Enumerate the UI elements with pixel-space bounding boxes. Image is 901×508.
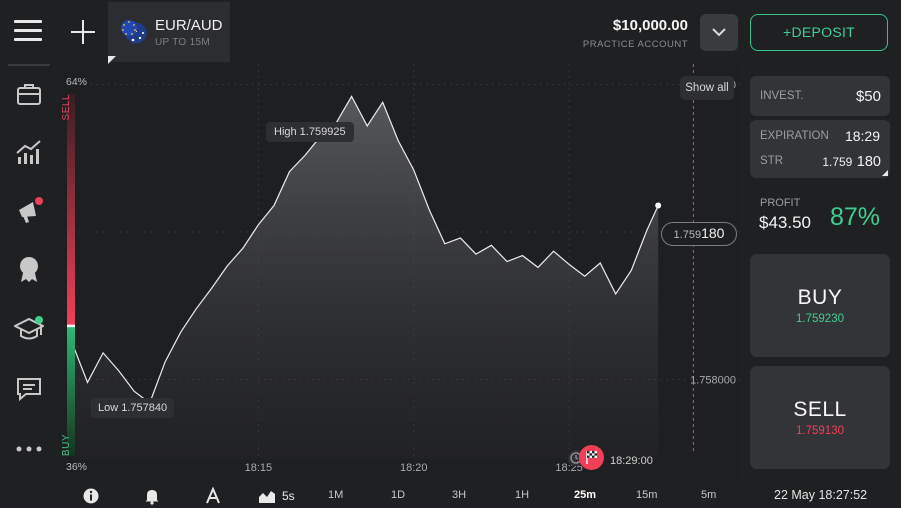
sidebar-divider bbox=[8, 64, 50, 66]
price-chart[interactable]: 1.7600001.7590001.75800018:1518:2018:25 … bbox=[58, 64, 740, 484]
top-bar: EUR/AUD UP TO 15M $10,000.00 PRACTICE AC… bbox=[0, 0, 901, 64]
strike-value: 1.759 180 bbox=[822, 153, 881, 171]
high-price-label: High 1.759925 bbox=[266, 122, 354, 142]
area-chart-type-icon[interactable] bbox=[258, 487, 276, 505]
profit-percent: 87% bbox=[830, 203, 881, 231]
show-all-button[interactable]: Show all bbox=[680, 76, 734, 100]
buy-button[interactable]: BUY 1.759230 bbox=[750, 254, 890, 357]
sentiment-buy-label: BUY bbox=[61, 434, 72, 457]
buy-label: BUY bbox=[797, 286, 843, 309]
expiration-value: 18:29 bbox=[844, 128, 880, 144]
current-price-dot bbox=[655, 202, 662, 209]
current-price-marker: 1.759180 bbox=[661, 222, 737, 246]
low-price-label: Low 1.757840 bbox=[91, 398, 175, 418]
eur-aud-flag-icon bbox=[121, 20, 147, 45]
sentiment-sell-bar bbox=[67, 94, 75, 326]
briefcase-icon[interactable] bbox=[14, 80, 44, 110]
x-tick-label: 18:15 bbox=[245, 462, 273, 474]
sentiment-buy-bar bbox=[67, 325, 75, 456]
profit-label: PROFIT bbox=[760, 197, 801, 209]
asset-payout-window: UP TO 15M bbox=[155, 37, 210, 48]
invest-label: INVEST. bbox=[760, 90, 804, 102]
sentiment-sell-label: SELL bbox=[61, 94, 72, 121]
notification-badge bbox=[35, 197, 43, 205]
chart-trend-icon[interactable] bbox=[14, 138, 44, 168]
chevron-down-icon bbox=[712, 28, 726, 37]
timeframe-25m[interactable]: 25m bbox=[574, 489, 597, 501]
strike-label: STR bbox=[760, 155, 783, 167]
expiration-label: EXPIRATION bbox=[760, 130, 829, 142]
add-asset-icon[interactable] bbox=[68, 17, 98, 47]
expiration-field[interactable]: EXPIRATION 18:29 STR 1.759 180 bbox=[750, 120, 890, 178]
info-icon[interactable] bbox=[82, 487, 100, 505]
trade-panel: INVEST. $50 EXPIRATION 18:29 STR 1.759 1… bbox=[740, 64, 901, 484]
bottom-toolbar: 5s 1M 1D 3H 1H 25m 15m 5m 22 May 18:27:5… bbox=[0, 484, 901, 508]
update-badge bbox=[35, 316, 43, 324]
current-price-prefix: 1.759 bbox=[673, 229, 702, 241]
price-line bbox=[71, 95, 659, 404]
buy-price: 1.759230 bbox=[796, 313, 844, 325]
strike-prefix: 1.759 bbox=[822, 155, 853, 169]
expand-corner-icon bbox=[882, 170, 888, 176]
timeframe-1d[interactable]: 1D bbox=[391, 489, 406, 501]
timeframe-1m[interactable]: 1M bbox=[328, 489, 344, 501]
sell-button[interactable]: SELL 1.759130 bbox=[750, 366, 890, 469]
tab-corner-indicator bbox=[108, 56, 116, 64]
medal-icon[interactable] bbox=[14, 254, 44, 284]
asset-tab[interactable]: EUR/AUD UP TO 15M bbox=[108, 2, 230, 62]
timeframe-1h[interactable]: 1H bbox=[515, 489, 530, 501]
timeframe-5m[interactable]: 5m bbox=[701, 489, 717, 501]
expiration-marker-time: 18:29:00 bbox=[610, 455, 653, 467]
profit-value: $43.50 bbox=[759, 213, 811, 232]
sell-price: 1.759130 bbox=[796, 425, 844, 437]
left-sidebar bbox=[0, 64, 58, 484]
current-price-suffix: 180 bbox=[701, 225, 725, 241]
hamburger-menu-icon[interactable] bbox=[14, 20, 42, 44]
invest-value: $50 bbox=[855, 88, 881, 105]
more-icon[interactable] bbox=[14, 434, 44, 464]
y-tick-label: 1.758000 bbox=[690, 374, 736, 386]
megaphone-icon[interactable] bbox=[14, 196, 44, 226]
finish-flag-icon[interactable] bbox=[579, 445, 604, 470]
server-clock: 22 May 18:27:52 bbox=[774, 488, 868, 502]
sentiment-divider bbox=[67, 324, 75, 328]
timeframe-3h[interactable]: 3H bbox=[452, 489, 467, 501]
account-type: PRACTICE ACCOUNT bbox=[582, 39, 688, 50]
timeframe-15m[interactable]: 15m bbox=[636, 489, 658, 501]
candle-interval-label[interactable]: 5s bbox=[282, 489, 295, 503]
drawing-tools-icon[interactable] bbox=[204, 487, 222, 505]
deposit-button[interactable]: +DEPOSIT bbox=[750, 14, 888, 51]
chat-icon[interactable] bbox=[14, 374, 44, 404]
x-tick-label: 18:20 bbox=[400, 462, 428, 474]
strike-suffix: 180 bbox=[856, 154, 881, 170]
invest-amount-field[interactable]: INVEST. $50 bbox=[750, 76, 890, 116]
price-area-fill bbox=[72, 96, 659, 460]
sentiment-top-percent: 64% bbox=[66, 76, 88, 88]
account-balance[interactable]: $10,000.00 bbox=[612, 17, 688, 34]
graduation-cap-icon[interactable] bbox=[14, 314, 44, 344]
asset-name: EUR/AUD bbox=[155, 17, 223, 34]
account-dropdown-button[interactable] bbox=[700, 14, 738, 51]
bell-icon[interactable] bbox=[143, 487, 161, 505]
sentiment-bottom-percent: 36% bbox=[66, 461, 88, 473]
sell-label: SELL bbox=[793, 398, 847, 421]
